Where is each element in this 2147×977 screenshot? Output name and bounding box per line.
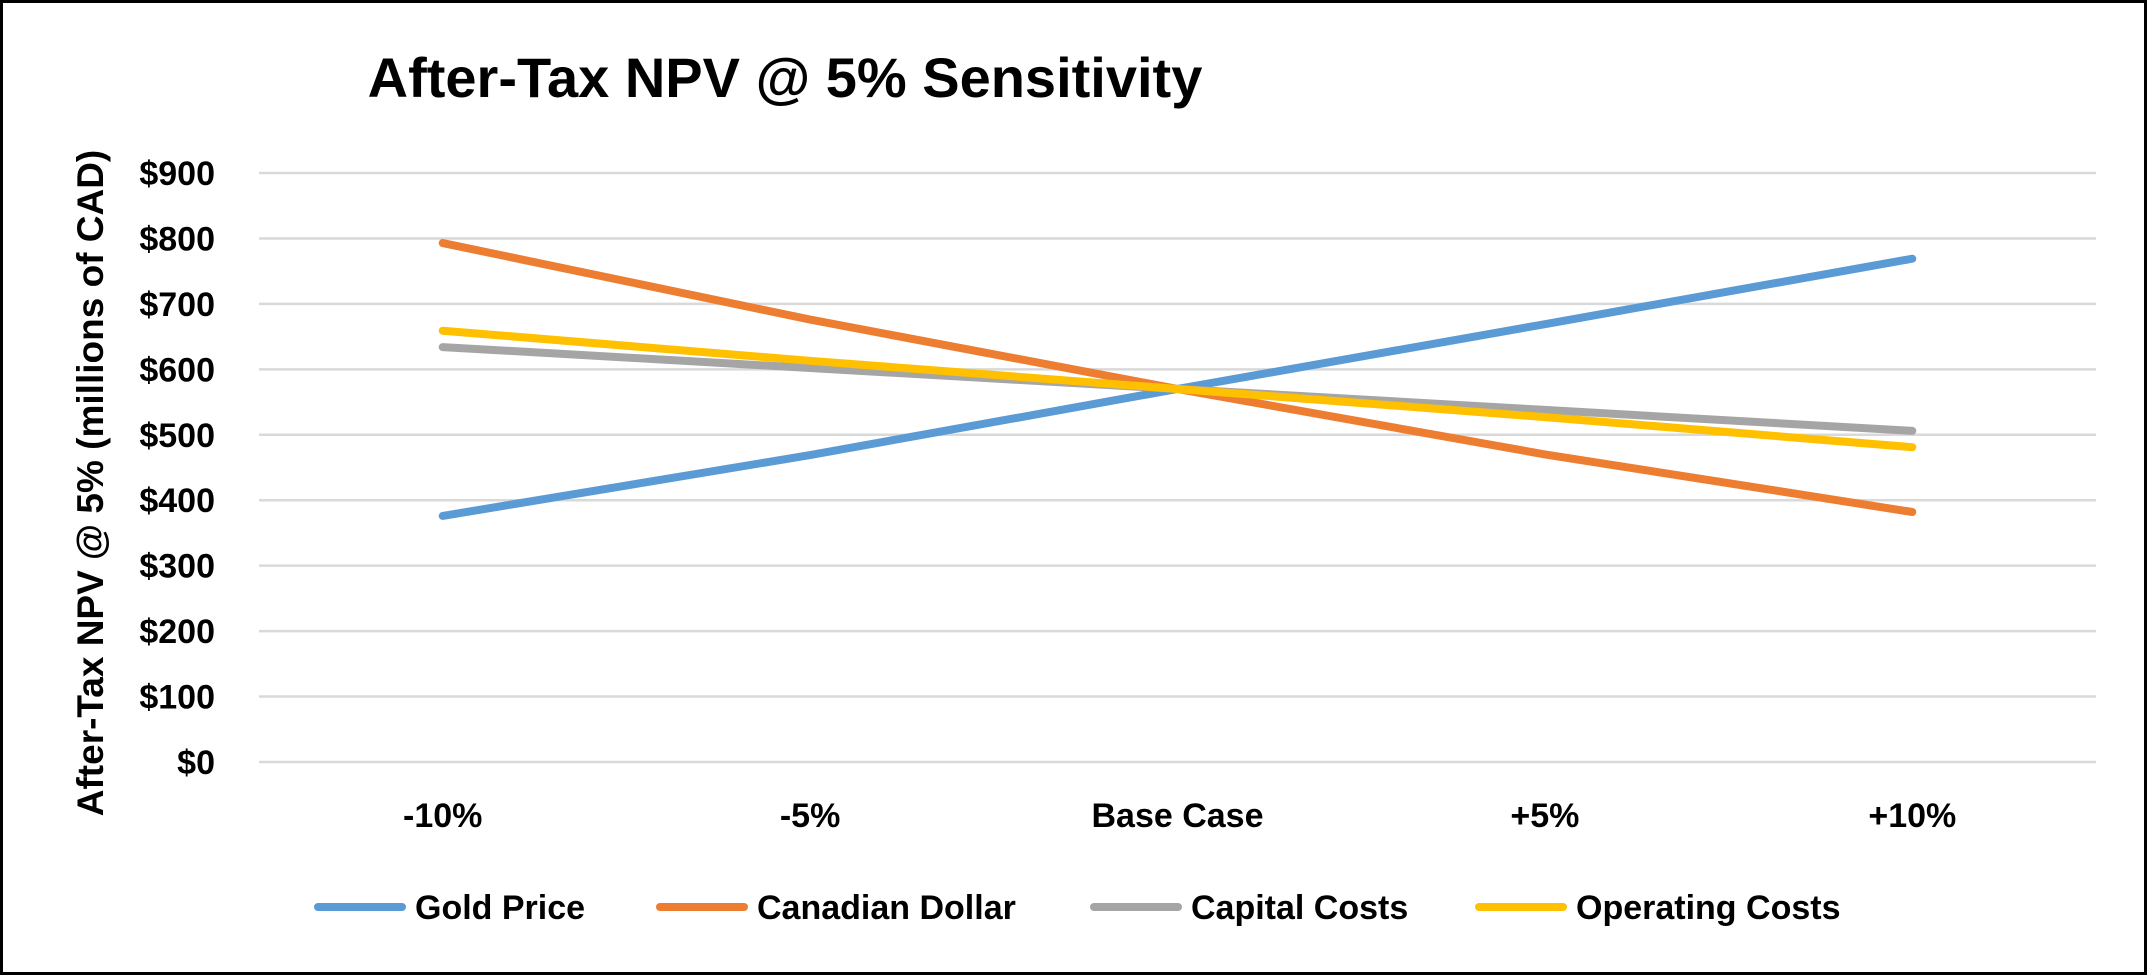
x-tick-label: +10% <box>1868 797 1956 835</box>
y-tick-label: $0 <box>177 744 215 782</box>
legend-item: Capital Costs <box>1090 889 1408 927</box>
legend-item: Operating Costs <box>1475 889 1840 927</box>
y-tick-labels: $0 $100 $200 $300 $400 $500 $600 $700 $800 $900 <box>139 155 215 782</box>
x-tick-label: +5% <box>1510 797 1579 835</box>
gridlines <box>259 171 2096 764</box>
y-tick-label: $900 <box>139 155 215 193</box>
legend-label: Gold Price <box>415 889 585 927</box>
legend-item: Canadian Dollar <box>656 889 1016 927</box>
legend-label: Canadian Dollar <box>757 889 1016 927</box>
y-tick-label: $700 <box>139 286 215 324</box>
legend-label: Capital Costs <box>1191 889 1408 927</box>
x-tick-label: -10% <box>403 797 482 835</box>
line-chart: After-Tax NPV @ 5% Sensitivity After-Tax… <box>70 46 2096 927</box>
x-tick-label: Base Case <box>1091 797 1263 835</box>
legend: Gold Price Canadian Dollar Capital Costs Op… <box>314 889 1840 927</box>
y-axis-label: After-Tax NPV @ 5% (millions of CAD) <box>70 150 111 817</box>
y-tick-label: $200 <box>139 613 215 651</box>
y-tick-label: $600 <box>139 351 215 389</box>
x-tick-label: -5% <box>780 797 840 835</box>
chart-title: After-Tax NPV @ 5% Sensitivity <box>368 46 1203 109</box>
legend-item: Gold Price <box>314 889 585 927</box>
series-line <box>438 326 1917 452</box>
legend-label: Operating Costs <box>1576 889 1840 927</box>
y-tick-label: $300 <box>139 548 215 586</box>
series-lines <box>438 239 1917 520</box>
y-tick-label: $800 <box>139 220 215 258</box>
y-tick-label: $400 <box>139 482 215 520</box>
series-line <box>438 239 1917 517</box>
y-tick-label: $100 <box>139 679 215 717</box>
x-tick-labels: -10% -5% Base Case +5% +10% <box>403 797 1956 835</box>
y-tick-label: $500 <box>139 417 215 455</box>
